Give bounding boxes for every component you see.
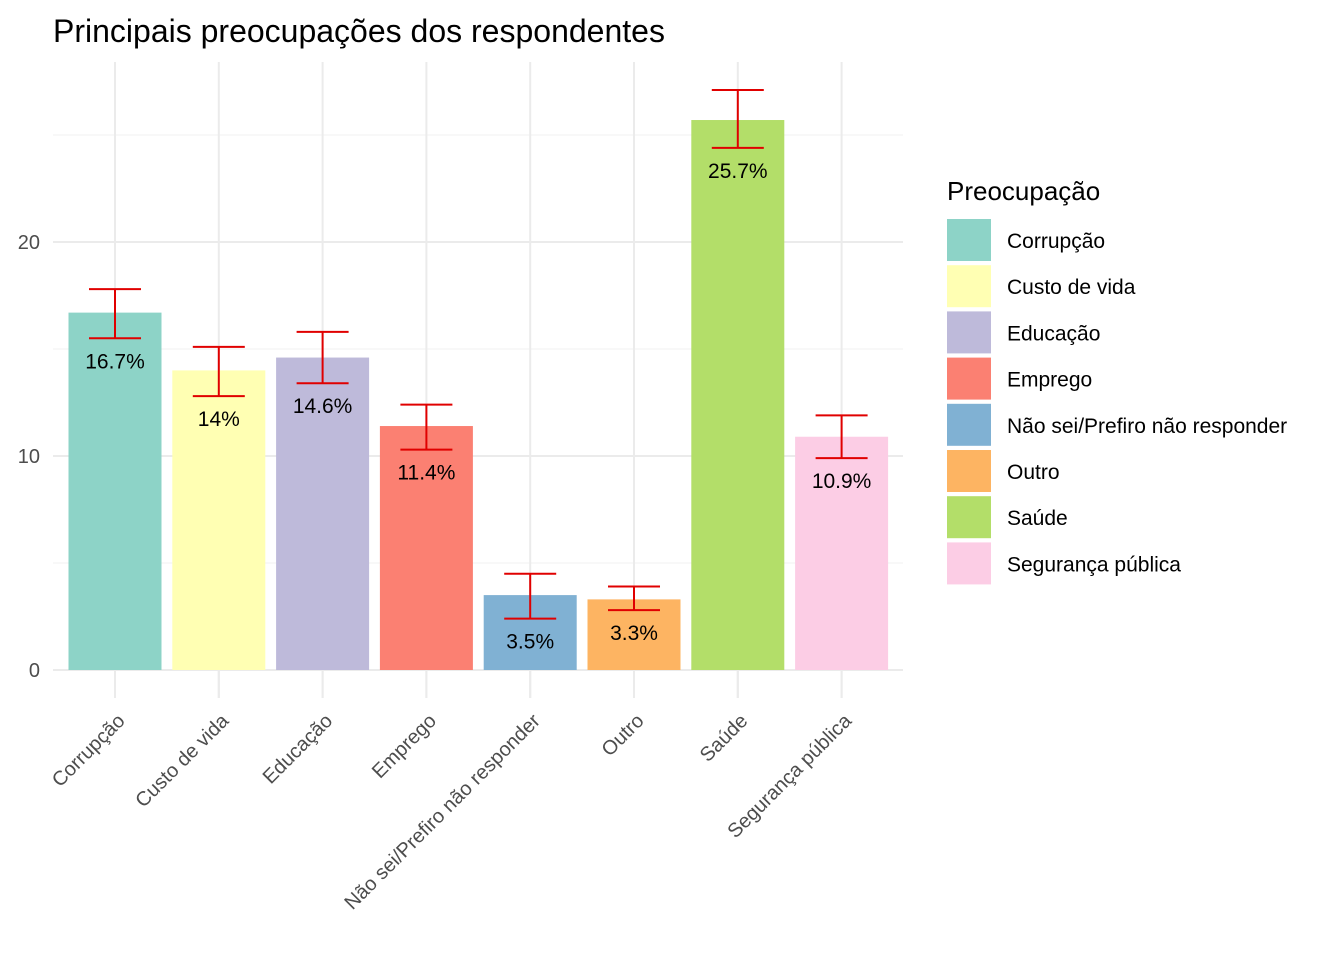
bar-2 — [172, 370, 266, 670]
data-label-7: 25.7% — [708, 160, 768, 183]
legend-label-3: Educação — [1007, 322, 1100, 345]
y-tick-label: 10 — [18, 446, 40, 468]
bar-3 — [276, 357, 370, 670]
legend-label-1: Corrupção — [1007, 230, 1105, 253]
error-bars — [89, 89, 868, 620]
x-tick-label: Emprego — [368, 710, 441, 783]
error-bar-1 — [89, 288, 141, 340]
x-tick-label: Corrupção — [48, 710, 130, 792]
x-tick-label: Custo de vida — [131, 709, 234, 812]
x-tick-label: Educação — [259, 710, 337, 788]
bar-7 — [691, 120, 785, 670]
x-tick-label: Saúde — [696, 710, 752, 766]
bar-1 — [68, 312, 162, 670]
y-tick-label: 20 — [18, 232, 40, 254]
data-label-6: 3.3% — [610, 622, 658, 645]
legend-key-5 — [947, 403, 991, 446]
error-bar-5 — [504, 572, 557, 620]
data-label-4: 11.4% — [397, 462, 455, 485]
bars — [68, 120, 889, 670]
data-label-2: 14% — [198, 408, 240, 431]
legend-label-6: Outro — [1007, 461, 1060, 484]
error-bar-4 — [400, 403, 453, 451]
legend-label-4: Emprego — [1007, 369, 1092, 392]
data-label-1: 16.7% — [85, 350, 145, 373]
bar-6 — [587, 599, 681, 670]
data-label-5: 3.5% — [506, 631, 554, 654]
error-bar-8 — [815, 414, 868, 460]
legend-label-7: Saúde — [1007, 507, 1068, 530]
error-bar-3 — [296, 330, 349, 385]
legend-key-2 — [947, 265, 991, 308]
legend-title: Preocupação — [947, 176, 1100, 206]
data-labels: 16.7% 14% 14.6% 11.4% 3.5% 3.3% 25.7% 10.9% — [85, 160, 871, 654]
legend-key-8 — [947, 542, 991, 585]
legend-key-4 — [947, 357, 991, 400]
bar-4 — [379, 426, 473, 670]
data-label-8: 10.9% — [812, 470, 872, 493]
x-tick-label: Outro — [598, 710, 649, 761]
legend-key-1 — [947, 219, 991, 261]
legend: Preocupação Corrupção Custo de vida Educaç… — [947, 176, 1287, 585]
legend-key-7 — [947, 496, 991, 539]
error-bar-7 — [711, 89, 764, 149]
legend-label-5: Não sei/Prefiro não responder — [1007, 415, 1287, 438]
data-label-3: 14.6% — [293, 395, 353, 418]
chart-title: Principais preocupações dos respondentes — [53, 13, 665, 49]
legend-label-2: Custo de vida — [1007, 276, 1136, 299]
legend-key-6 — [947, 450, 991, 492]
legend-label-8: Segurança pública — [1007, 553, 1181, 576]
bar-8 — [795, 436, 889, 670]
error-bar-2 — [192, 345, 245, 398]
legend-key-3 — [947, 311, 991, 354]
y-tick-label: 0 — [29, 660, 40, 682]
x-tick-label: Não sei/Prefiro não responder — [341, 710, 545, 914]
error-bar-6 — [608, 585, 660, 612]
